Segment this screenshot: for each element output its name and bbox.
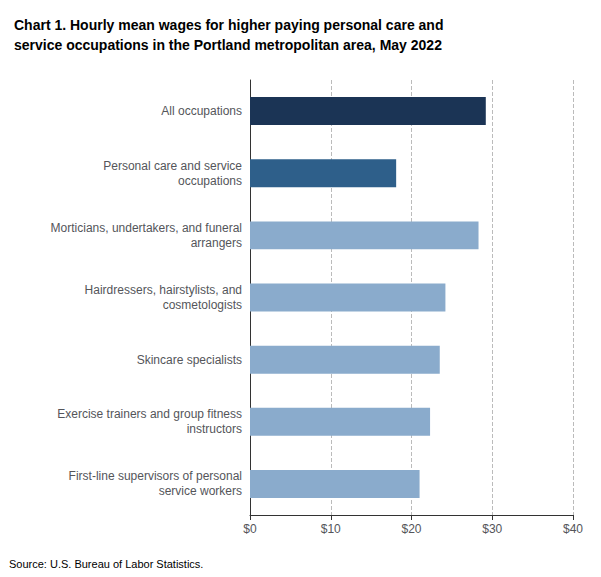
svg-text:First-line supervisors of pers: First-line supervisors of personal xyxy=(69,469,242,483)
svg-text:Chart 1. Hourly mean wages for: Chart 1. Hourly mean wages for higher pa… xyxy=(14,17,443,33)
svg-text:instructors: instructors xyxy=(187,422,242,436)
svg-text:cosmetologists: cosmetologists xyxy=(163,298,242,312)
svg-text:arrangers: arrangers xyxy=(191,236,242,250)
svg-text:All occupations: All occupations xyxy=(161,104,242,118)
svg-text:$0: $0 xyxy=(243,522,257,536)
svg-text:$30: $30 xyxy=(482,522,502,536)
svg-text:service workers: service workers xyxy=(159,484,242,498)
svg-text:Morticians, undertakers, and f: Morticians, undertakers, and funeral xyxy=(51,221,242,235)
svg-text:Exercise trainers and group fi: Exercise trainers and group fitness xyxy=(57,407,242,421)
svg-text:$10: $10 xyxy=(321,522,341,536)
svg-text:$40: $40 xyxy=(563,522,583,536)
svg-text:Source: U.S. Bureau of Labor S: Source: U.S. Bureau of Labor Statistics. xyxy=(9,558,203,570)
svg-text:service occupations in the Por: service occupations in the Portland metr… xyxy=(14,37,442,53)
svg-text:Skincare specialists: Skincare specialists xyxy=(137,353,242,367)
svg-text:occupations: occupations xyxy=(178,174,242,188)
svg-text:Hairdressers, hairstylists, an: Hairdressers, hairstylists, and xyxy=(85,283,242,297)
svg-text:Personal care and service: Personal care and service xyxy=(103,159,242,173)
svg-text:$20: $20 xyxy=(401,522,421,536)
